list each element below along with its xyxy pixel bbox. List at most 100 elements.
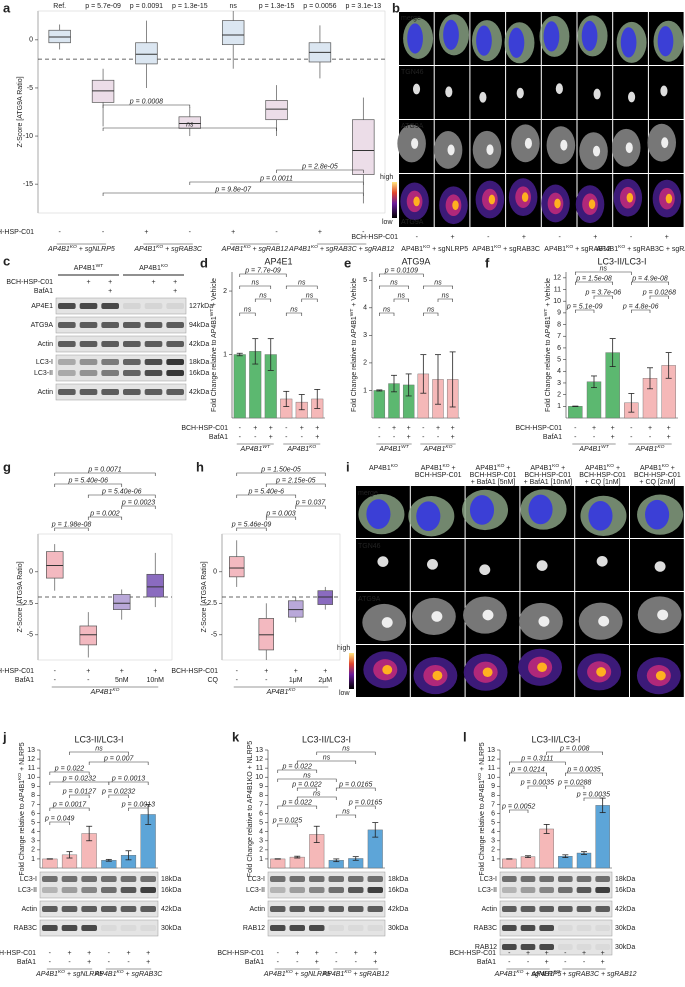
bracket [49,781,110,785]
blot-band [144,389,163,395]
row-value: - [583,959,586,966]
bracket [236,527,267,531]
blot-strip [267,919,386,937]
blot-band [101,341,119,347]
group-label-part: + sgNLRP5 [293,971,331,978]
y-tick-label: 8 [557,321,561,328]
bracket [335,814,357,818]
group-label: AP4B1KO + sgNLRP5 [263,969,331,978]
box [146,573,164,598]
row-value: 2μM [318,677,332,684]
bracket [565,772,603,776]
group-label-part: + sgRAB3C + sgRAB12 [625,246,685,253]
puncta [661,137,669,149]
row-value: + [144,229,148,236]
row-value: + [436,425,440,432]
bracket [108,794,129,798]
bracket [88,761,149,765]
heat-high [626,192,634,203]
y-tick-label: 1 [259,856,263,863]
y-tick-label: 11 [256,765,263,772]
genotype-header-part: KO [161,263,168,269]
group-label: AP4B1KO [423,444,453,453]
group-label-part: KO [445,444,452,450]
bracket [102,104,191,108]
bracket [236,472,326,476]
column-header-part: KO [607,463,614,469]
column-header: AP4B1KO + [530,463,565,472]
row-value: + [86,279,90,286]
row-value: - [239,434,242,441]
row-value: + [126,950,130,957]
group-label: AP4B1KO [286,444,316,453]
blot-band [58,322,76,328]
group-label: AP4B1KO + sgRAB3C + sgRAB12 [596,244,685,253]
significance-label: p = 0.037 [295,499,326,506]
row-label: BCH-HSP-C01 [351,234,398,241]
blot-band [502,887,517,893]
blot-band [270,925,286,931]
y-axis-label-part: Fold Change relative to AP4B1 [479,780,486,876]
row-label: BCH-HSP-C01 [0,229,34,236]
row-label: BafA1 [209,434,228,441]
row-label: BCH-HSP-C01 [217,950,264,957]
significance-label: p = 1.3e-15 [172,3,208,10]
puncta [657,609,669,621]
group-label: AP4B1WT [240,444,271,453]
group-label: AP4B1KO + sgRAB3C + sgRAB12 [530,969,636,978]
y-tick-label: 4 [557,368,561,375]
group-label-part: KO [288,687,295,693]
bracket [423,285,453,289]
panel-letter: h [196,459,204,474]
puncta [538,616,550,627]
blot-band [309,925,325,931]
blot-band [595,944,610,950]
blot-band [166,359,184,365]
row-value: - [265,677,268,684]
y-tick-label: 4 [31,829,35,836]
row-value: - [108,959,111,966]
y-tick-label: 5 [363,277,367,284]
blot-band [289,925,305,931]
row-value: - [508,959,511,966]
significance-label: p = 0.0013 [121,801,155,808]
row-value: - [378,434,381,441]
row-value: + [151,279,155,286]
blot-band [120,876,137,882]
y-tick-label: 0 [213,569,217,576]
y-tick-label: 11 [488,765,495,772]
y-axis-label-part: Fold Change relative to AP4B1 [211,316,218,412]
y-tick-label: 11 [554,286,561,293]
row-value: + [87,959,91,966]
group-label: AP4B1KO + sgRAB12 [544,244,611,253]
blot-size: 18kDa [161,876,181,883]
bar [502,858,517,869]
group-label-part: AP4B1 [221,246,244,253]
group-label-part: AP4B1 [286,446,309,453]
blot-band [539,906,554,912]
blot-size: 94kDa [189,322,209,329]
row-value: + [108,279,112,286]
golgi [426,559,438,570]
bracket [277,823,298,827]
y-tick-label: 12 [487,756,495,763]
group-label-part: + sgRAB3C [501,246,540,253]
blot-band [61,876,78,882]
panel-letter: f [485,255,490,270]
colorbar [392,182,397,218]
chart-title: LC3-II/LC3-I [74,734,123,744]
bracket [509,772,547,776]
bracket [316,751,376,755]
y-tick-label: 0 [29,569,33,576]
blot-band [502,906,517,912]
significance-label: ns [306,292,314,299]
blot-band [58,370,76,376]
group-label-part: AP4B1 [494,971,517,978]
channel-label: merge [358,490,378,497]
blot-band [328,887,344,893]
group-label: AP4B1KO + sgNLRP5 [35,969,103,978]
blot-band [520,925,536,931]
blot-band [576,944,592,950]
y-tick-label: 3 [491,838,495,845]
y-tick-label: 2 [259,847,263,854]
